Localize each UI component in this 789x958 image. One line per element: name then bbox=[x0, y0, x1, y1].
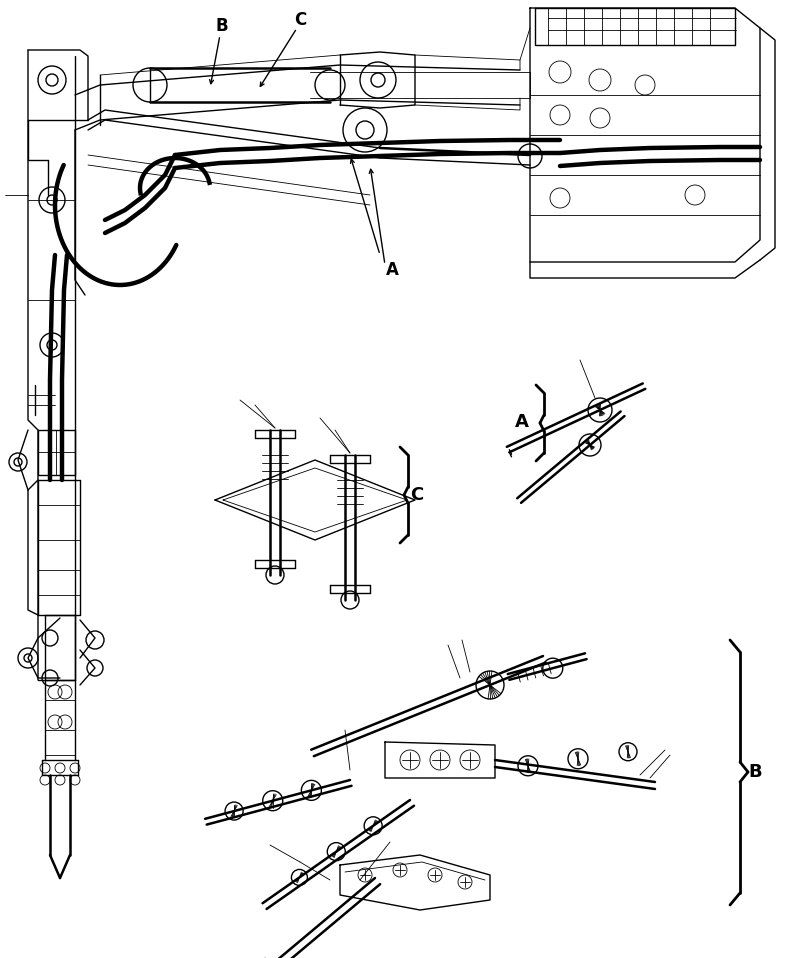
Text: A: A bbox=[386, 261, 398, 279]
Text: C: C bbox=[294, 11, 306, 29]
Text: A: A bbox=[515, 413, 529, 431]
Text: B: B bbox=[748, 763, 762, 781]
Text: C: C bbox=[410, 486, 424, 504]
Text: B: B bbox=[215, 17, 228, 35]
